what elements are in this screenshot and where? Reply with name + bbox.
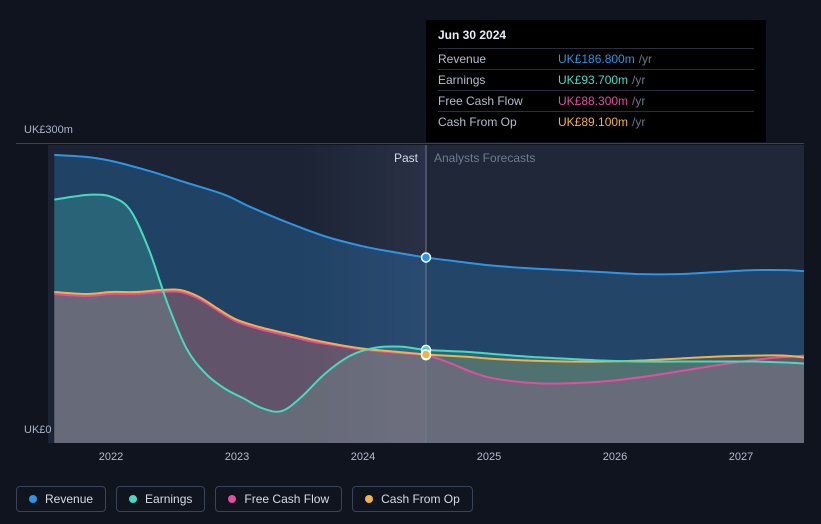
tooltip-date: Jun 30 2024 [438,28,754,42]
x-axis-ticks: 202220232024202520262027 [111,451,741,463]
forecast-region-label: Analysts Forecasts [434,151,535,165]
tooltip-value: UK£93.700m [558,73,628,87]
chart-plot[interactable] [48,145,804,443]
legend-dot-icon [228,495,236,503]
tooltip-row-revenue: RevenueUK£186.800m/yr [438,48,754,69]
legend-label: Revenue [45,492,93,506]
tooltip-unit: /yr [639,52,652,66]
y-tick-max: UK£300m [24,124,73,136]
tooltip-row-fcf: Free Cash FlowUK£88.300m/yr [438,90,754,111]
legend: Revenue Earnings Free Cash Flow Cash From O… [16,486,473,512]
legend-item-earnings[interactable]: Earnings [116,486,205,512]
legend-label: Free Cash Flow [244,492,329,506]
tooltip-unit: /yr [632,94,645,108]
axis-top-line [16,143,804,144]
legend-label: Earnings [145,492,192,506]
legend-item-fcf[interactable]: Free Cash Flow [215,486,342,512]
legend-item-revenue[interactable]: Revenue [16,486,106,512]
marker-revenue [422,253,431,262]
past-region-label: Past [48,151,418,165]
legend-dot-icon [365,495,373,503]
tooltip-value: UK£88.300m [558,94,628,108]
tooltip-unit: /yr [632,115,645,129]
legend-label: Cash From Op [381,492,460,506]
tooltip-row-earnings: EarningsUK£93.700m/yr [438,69,754,90]
tooltip-row-cfo: Cash From OpUK£89.100m/yr [438,111,754,132]
legend-dot-icon [29,495,37,503]
y-tick-min: UK£0 [24,424,52,436]
tooltip-unit: /yr [632,73,645,87]
tooltip-label: Free Cash Flow [438,94,558,108]
tooltip-value: UK£186.800m [558,52,635,66]
tooltip-value: UK£89.100m [558,115,628,129]
tooltip-label: Earnings [438,73,558,87]
legend-dot-icon [129,495,137,503]
legend-item-cfo[interactable]: Cash From Op [352,486,473,512]
tooltip-label: Revenue [438,52,558,66]
tooltip: Jun 30 2024 RevenueUK£186.800m/yrEarning… [426,20,766,142]
tooltip-label: Cash From Op [438,115,558,129]
chart-container: UK£300m UK£0 Past Analysts Forecasts 202… [0,0,821,524]
marker-cfo [422,350,431,359]
